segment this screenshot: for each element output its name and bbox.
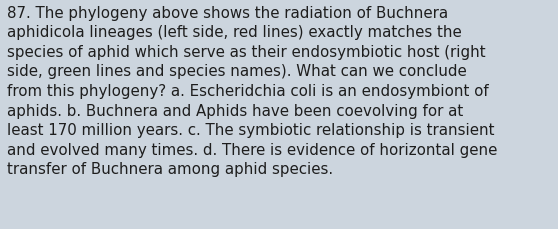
Text: 87. The phylogeny above shows the radiation of Buchnera
aphidicola lineages (lef: 87. The phylogeny above shows the radiat… [7, 6, 497, 177]
